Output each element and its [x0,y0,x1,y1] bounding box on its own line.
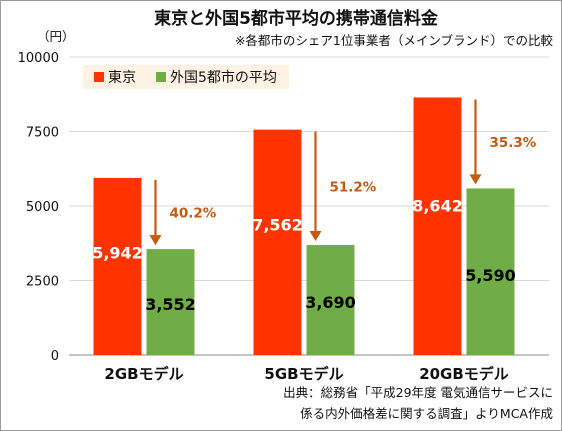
difference-arrow-head [469,174,482,185]
y-tick-label: 5000 [26,200,59,215]
value-label-foreign-average: 5,590 [465,266,516,285]
x-axis-categories: 2GBモデル 5GBモデル 20GBモデル [104,365,508,383]
x-category-label: 2GBモデル [104,365,183,383]
bar-foreign-average [466,188,515,355]
value-label-tokyo: 8,642 [412,197,463,216]
legend: 東京 外国5都市の平均 [83,65,289,89]
bar-tokyo [253,129,302,355]
chart-subtitle: ※各都市のシェア1位事業者（メインブランド）での比較 [235,33,554,48]
value-label-tokyo: 5,942 [92,243,143,262]
x-category-label: 5GBモデル [264,365,343,383]
legend-label-tokyo: 東京 [108,70,136,86]
y-tick-label: 10000 [18,51,59,66]
bar-tokyo [93,177,142,355]
legend-swatch-foreign-average [156,72,166,82]
x-category-label: 20GBモデル [419,365,509,383]
bar-tokyo [413,97,462,356]
y-tick-label: 2500 [26,275,59,290]
y-unit-label: （円） [37,29,75,44]
legend-label-foreign-average: 外国5都市の平均 [170,69,277,86]
y-axis-ticks: 0 2500 5000 7500 10000 [18,51,59,364]
legend-background [83,65,289,89]
bar-foreign-average [306,245,355,355]
y-tick-label: 7500 [26,126,59,141]
difference-percent-label: 51.2% [330,179,377,195]
value-label-foreign-average: 3,690 [305,293,356,312]
bars-layer [93,97,515,356]
difference-arrow-head [149,235,162,246]
y-tick-label: 0 [51,349,59,364]
value-labels: 5,942 3,552 7,562 3,690 8,642 5,590 [92,197,516,315]
difference-arrow-head [309,231,322,242]
legend-swatch-tokyo [94,72,104,82]
difference-arrows: 40.2% 51.2% 35.3% [149,99,537,246]
source-line-2: 係る内外価格差に関する調査」よりMCA作成 [300,406,553,421]
value-label-foreign-average: 3,552 [145,295,196,314]
value-label-tokyo: 7,562 [252,215,303,234]
bar-foreign-average [146,249,195,355]
chart-title: 東京と外国5都市平均の携帯通信料金 [154,8,439,29]
difference-percent-label: 35.3% [490,135,537,151]
source-line-1: 出典：総務省「平成29年度 電気通信サービスに [283,385,553,400]
difference-percent-label: 40.2% [170,206,217,222]
